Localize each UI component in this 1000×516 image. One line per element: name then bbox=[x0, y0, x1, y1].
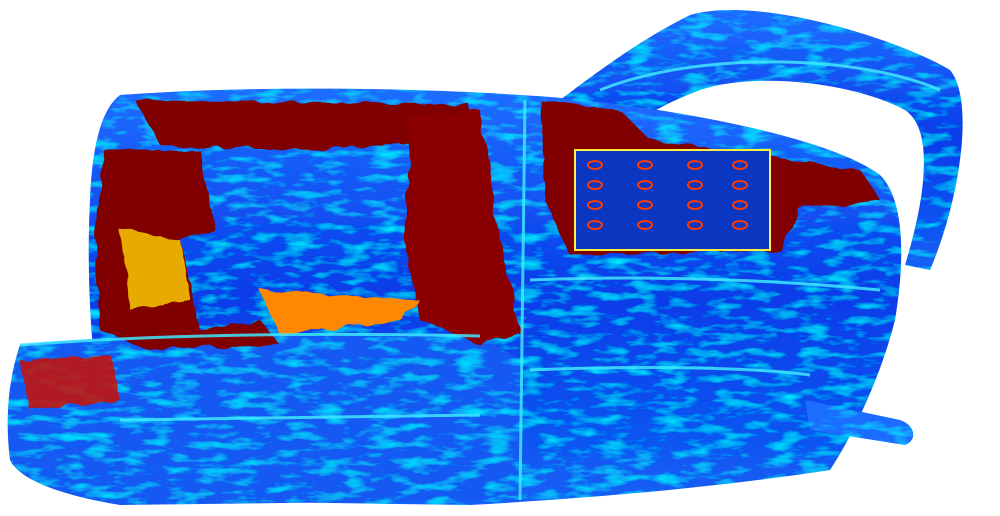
grille bbox=[574, 149, 771, 251]
cord bbox=[805, 400, 914, 445]
edges bbox=[19, 60, 941, 501]
handle bbox=[560, 10, 963, 270]
